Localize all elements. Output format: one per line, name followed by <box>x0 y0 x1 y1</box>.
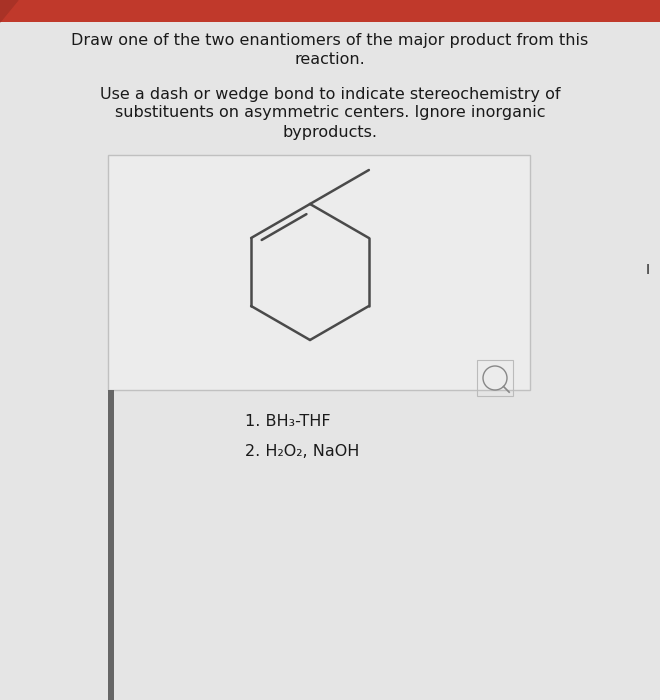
Bar <box>108 390 114 700</box>
Polygon shape <box>0 0 18 22</box>
Bar <box>477 360 513 396</box>
Text: Draw one of the two enantiomers of the major product from this: Draw one of the two enantiomers of the m… <box>71 32 589 48</box>
Bar <box>0 0 660 22</box>
Text: I: I <box>646 263 650 277</box>
Text: reaction.: reaction. <box>294 52 366 67</box>
Text: 2. H₂O₂, NaOH: 2. H₂O₂, NaOH <box>245 444 360 459</box>
Text: substituents on asymmetric centers. Ignore inorganic: substituents on asymmetric centers. Igno… <box>115 106 545 120</box>
Bar <box>108 155 530 390</box>
Text: 1. BH₃-THF: 1. BH₃-THF <box>245 414 331 430</box>
Text: byproducts.: byproducts. <box>282 125 378 139</box>
Text: Use a dash or wedge bond to indicate stereochemistry of: Use a dash or wedge bond to indicate ste… <box>100 87 560 101</box>
